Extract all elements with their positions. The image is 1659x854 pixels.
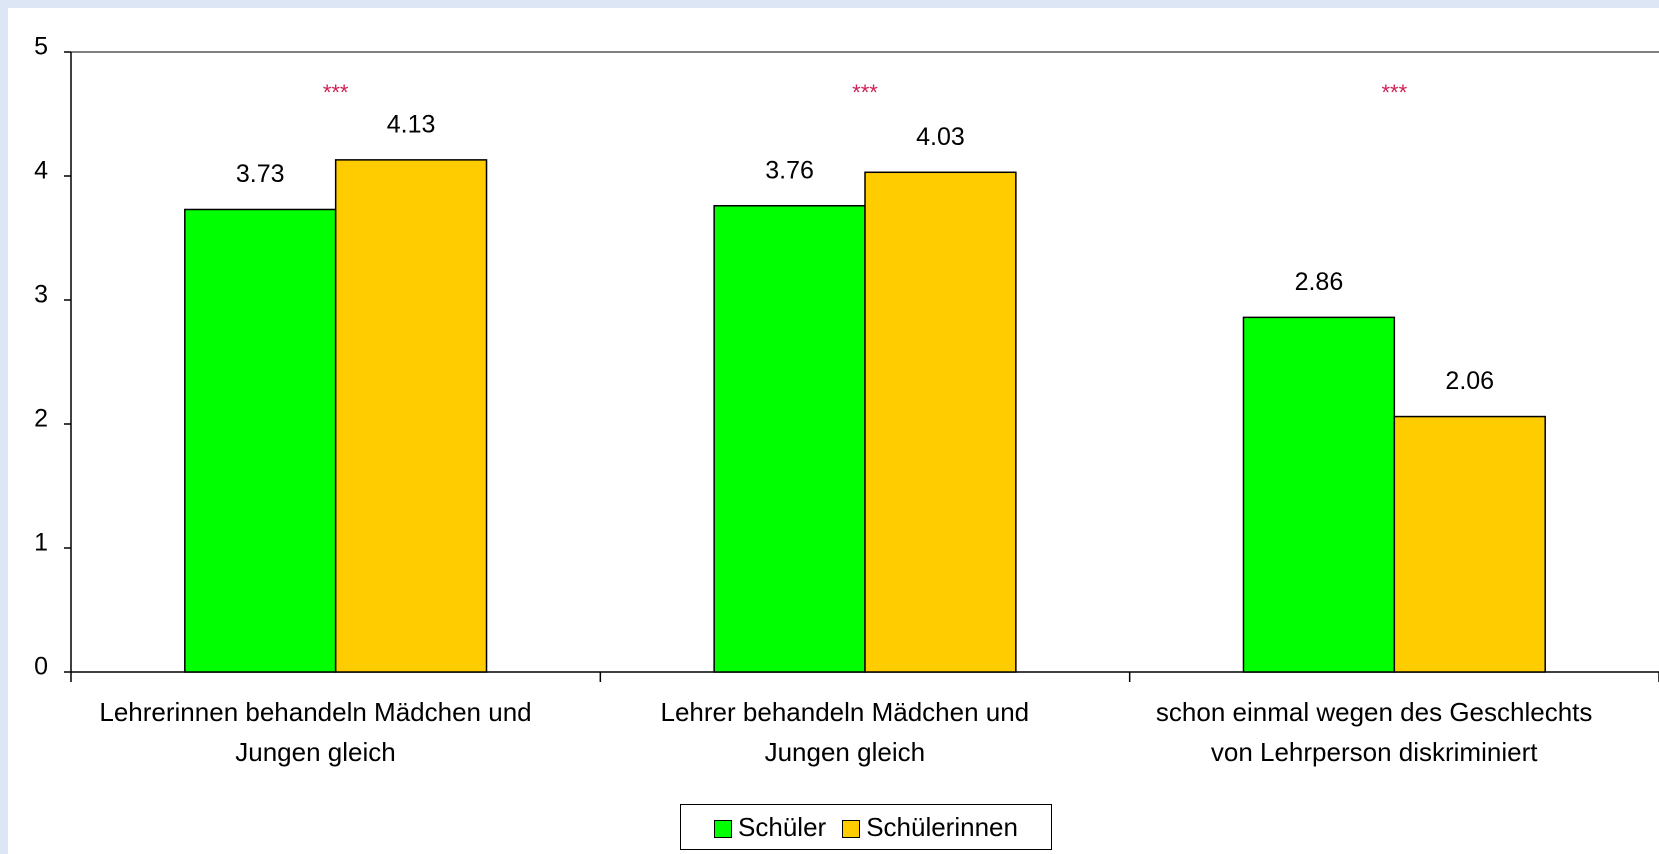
value-label: 4.13	[387, 110, 436, 138]
legend-label: Schüler	[738, 811, 827, 842]
y-tick-label: 3	[34, 281, 48, 309]
value-label: 3.73	[236, 160, 285, 188]
legend: Schüler Schülerinnen	[680, 804, 1052, 850]
annotation: ***	[852, 80, 878, 105]
value-label: 4.03	[916, 123, 965, 151]
y-tick-label: 0	[34, 653, 48, 681]
legend-label: Schülerinnen	[866, 811, 1018, 842]
y-tick-label: 2	[34, 405, 48, 433]
bar	[713, 205, 866, 673]
y-tick-label: 5	[34, 33, 48, 61]
bar	[1242, 316, 1396, 673]
x-tick-label: Lehrer behandeln Mädchen und Jungen glei…	[660, 697, 1030, 767]
bar	[184, 208, 337, 673]
x-tick-label: schon einmal wegen des Geschlechts von L…	[1155, 697, 1593, 767]
bar	[334, 159, 488, 673]
value-label: 3.76	[765, 156, 814, 184]
legend-item: Schülerinnen	[842, 812, 1018, 843]
bar	[864, 171, 1017, 673]
legend-swatch	[714, 819, 733, 838]
x-tick-label: Lehrerinnen behandeln Mädchen und Jungen…	[99, 697, 532, 767]
y-tick-label: 4	[34, 157, 48, 185]
value-label: 2.06	[1445, 367, 1494, 395]
y-tick-label: 1	[34, 529, 48, 557]
legend-swatch	[842, 819, 861, 838]
value-label: 2.86	[1295, 268, 1344, 296]
bar	[1393, 415, 1546, 673]
legend-item: Schüler	[714, 812, 826, 843]
annotation: ***	[323, 80, 349, 105]
annotation: ***	[1381, 80, 1407, 105]
